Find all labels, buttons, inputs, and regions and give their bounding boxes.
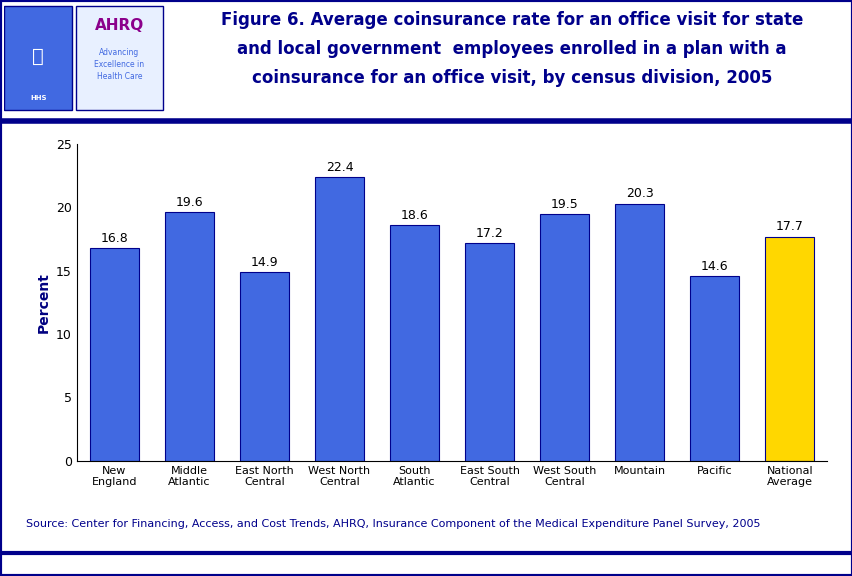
Text: 17.2: 17.2 <box>475 227 503 240</box>
Text: 18.6: 18.6 <box>400 209 428 222</box>
Text: 20.3: 20.3 <box>625 187 653 200</box>
Bar <box>539 214 589 461</box>
Bar <box>4 6 72 109</box>
Text: coinsurance for an office visit, by census division, 2005: coinsurance for an office visit, by cens… <box>251 69 771 87</box>
Bar <box>89 248 139 461</box>
Text: 14.9: 14.9 <box>250 256 278 269</box>
Text: 16.8: 16.8 <box>101 232 128 245</box>
Y-axis label: Percent: Percent <box>37 272 50 333</box>
Text: 🦅: 🦅 <box>32 47 44 66</box>
Text: and local government  employees enrolled in a plan with a: and local government employees enrolled … <box>237 40 786 58</box>
Bar <box>76 6 163 109</box>
Bar <box>389 225 439 461</box>
Bar <box>689 276 739 461</box>
Text: Figure 6. Average coinsurance rate for an office visit for state: Figure 6. Average coinsurance rate for a… <box>221 11 802 29</box>
Text: 19.5: 19.5 <box>550 198 578 210</box>
Text: Source: Center for Financing, Access, and Cost Trends, AHRQ, Insurance Component: Source: Center for Financing, Access, an… <box>26 519 759 529</box>
Text: 19.6: 19.6 <box>176 196 203 209</box>
Text: HHS: HHS <box>30 96 47 101</box>
Text: Advancing
Excellence in
Health Care: Advancing Excellence in Health Care <box>95 48 144 81</box>
Text: 17.7: 17.7 <box>775 221 803 233</box>
Text: 22.4: 22.4 <box>325 161 353 174</box>
Bar <box>614 203 664 461</box>
Bar <box>164 213 214 461</box>
Text: AHRQ: AHRQ <box>95 18 144 33</box>
Bar <box>764 237 814 461</box>
Bar <box>464 243 514 461</box>
Text: 14.6: 14.6 <box>700 260 728 272</box>
Bar <box>314 177 364 461</box>
Bar <box>239 272 289 461</box>
